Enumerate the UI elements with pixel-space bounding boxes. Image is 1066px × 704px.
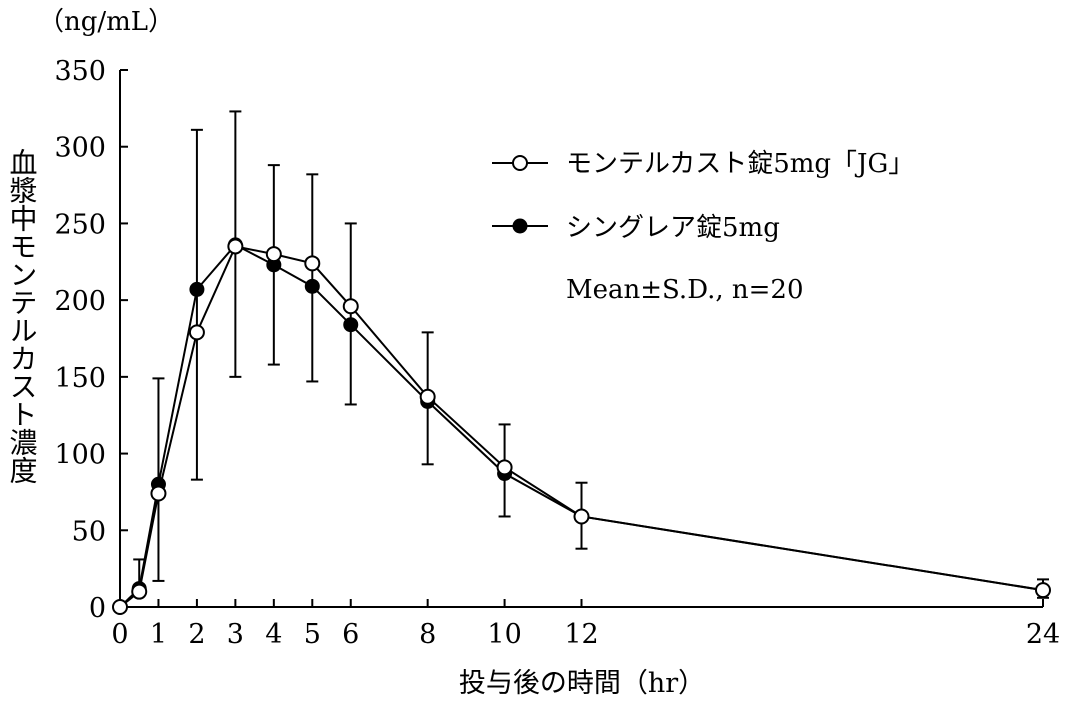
data-point-jg	[1035, 582, 1051, 599]
x-tick-label: 3	[227, 619, 244, 650]
x-tick-label: 10	[487, 619, 521, 650]
series-line-jg	[119, 245, 1044, 608]
x-tick-label: 1	[150, 619, 167, 650]
y-tick-label: 100	[54, 440, 106, 471]
x-tick-label: 5	[304, 619, 321, 650]
data-point-jg	[150, 485, 167, 502]
data-point-singulair	[304, 278, 320, 294]
legend-marker-jg	[512, 155, 528, 171]
data-point-jg	[342, 298, 359, 315]
legend-marker-singulair	[512, 218, 528, 234]
x-tick-label: 2	[188, 619, 205, 650]
data-point-jg	[227, 238, 244, 255]
data-point-singulair	[189, 281, 205, 297]
data-point-jg	[112, 599, 128, 615]
y-tick-label: 300	[54, 133, 106, 164]
y-tick-label: 50	[72, 516, 106, 547]
legend-label-jg: モンテルカスト錠5mg「JG」	[566, 149, 914, 179]
y-unit-label: （ng/mL）	[38, 7, 174, 37]
series-line-singulair	[119, 243, 1044, 608]
x-tick-label: 6	[342, 619, 359, 650]
x-tick-label: 0	[111, 619, 128, 650]
y-tick-label: 250	[54, 209, 106, 240]
legend-label-singulair: シングレア錠5mg	[566, 213, 780, 243]
x-tick-label: 4	[265, 619, 282, 650]
x-axis-label: 投与後の時間（hr）	[459, 668, 705, 699]
annotation-mean-sd: Mean±S.D., n=20	[566, 275, 804, 305]
x-tick-label: 12	[564, 619, 598, 650]
data-point-jg	[419, 388, 436, 405]
y-tick-label: 0	[89, 593, 106, 624]
data-point-jg	[131, 583, 148, 600]
y-tick-label: 350	[54, 56, 106, 87]
data-point-jg	[304, 255, 321, 272]
y-tick-label: 200	[54, 286, 106, 317]
data-point-jg	[496, 459, 513, 476]
data-point-jg	[573, 508, 590, 525]
y-tick-label: 150	[54, 363, 106, 394]
x-tick-label: 24	[1026, 619, 1060, 650]
data-point-singulair	[343, 317, 359, 333]
x-tick-label: 8	[419, 619, 436, 650]
y-axis-label: 血漿中モンテルカスト濃度	[6, 148, 39, 484]
data-point-jg	[265, 246, 282, 263]
data-point-jg	[188, 324, 205, 341]
